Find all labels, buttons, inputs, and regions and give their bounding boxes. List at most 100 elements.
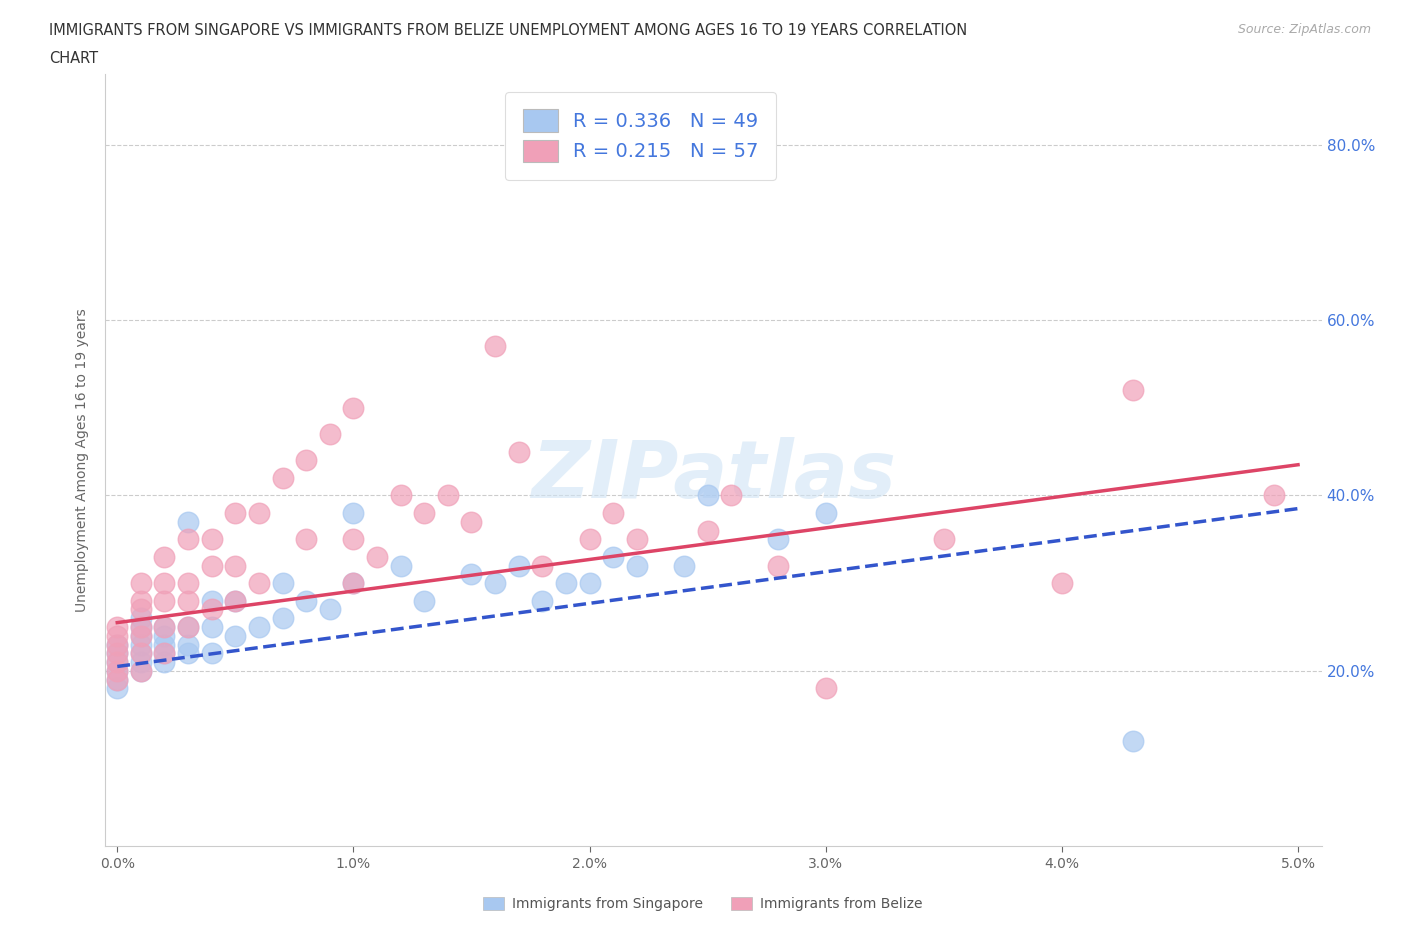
Point <box>129 629 152 644</box>
Point <box>177 646 200 661</box>
Point <box>247 506 270 521</box>
Point <box>768 558 790 573</box>
Point <box>105 681 128 696</box>
Point <box>224 593 246 608</box>
Point <box>1050 576 1073 591</box>
Point <box>129 611 152 626</box>
Point <box>201 619 224 634</box>
Point <box>201 593 224 608</box>
Point <box>1122 383 1144 398</box>
Point <box>105 637 128 652</box>
Text: IMMIGRANTS FROM SINGAPORE VS IMMIGRANTS FROM BELIZE UNEMPLOYMENT AMONG AGES 16 T: IMMIGRANTS FROM SINGAPORE VS IMMIGRANTS … <box>49 23 967 38</box>
Point <box>129 602 152 617</box>
Point <box>342 576 364 591</box>
Point <box>768 532 790 547</box>
Point <box>578 532 600 547</box>
Point <box>105 619 128 634</box>
Point <box>129 629 152 644</box>
Point <box>105 655 128 670</box>
Point <box>153 637 176 652</box>
Point <box>129 619 152 634</box>
Point <box>105 629 128 644</box>
Point <box>366 550 388 565</box>
Point <box>932 532 955 547</box>
Point <box>413 593 436 608</box>
Point <box>153 655 176 670</box>
Text: ZIPatlas: ZIPatlas <box>531 437 896 515</box>
Legend: Immigrants from Singapore, Immigrants from Belize: Immigrants from Singapore, Immigrants fr… <box>477 891 929 919</box>
Point <box>814 681 837 696</box>
Point <box>105 672 128 687</box>
Point <box>342 400 364 415</box>
Point <box>177 619 200 634</box>
Point <box>177 576 200 591</box>
Point <box>626 532 648 547</box>
Point <box>531 558 554 573</box>
Point <box>201 646 224 661</box>
Point <box>224 558 246 573</box>
Point <box>602 506 624 521</box>
Point <box>437 488 460 503</box>
Point <box>271 471 294 485</box>
Point <box>460 567 482 582</box>
Point <box>271 576 294 591</box>
Point <box>129 663 152 678</box>
Point <box>508 558 530 573</box>
Text: CHART: CHART <box>49 51 98 66</box>
Point <box>201 602 224 617</box>
Point <box>105 663 128 678</box>
Point <box>247 619 270 634</box>
Point <box>508 445 530 459</box>
Point <box>129 593 152 608</box>
Point <box>626 558 648 573</box>
Point <box>1122 734 1144 749</box>
Point <box>484 339 506 353</box>
Point <box>555 576 578 591</box>
Point <box>153 629 176 644</box>
Point <box>153 619 176 634</box>
Point <box>201 558 224 573</box>
Point <box>342 532 364 547</box>
Point <box>105 646 128 661</box>
Legend: R = 0.336   N = 49, R = 0.215   N = 57: R = 0.336 N = 49, R = 0.215 N = 57 <box>505 92 776 179</box>
Point <box>105 672 128 687</box>
Point <box>224 593 246 608</box>
Point <box>153 593 176 608</box>
Point <box>105 646 128 661</box>
Point <box>814 506 837 521</box>
Point <box>271 611 294 626</box>
Point <box>413 506 436 521</box>
Point <box>342 506 364 521</box>
Point <box>153 550 176 565</box>
Point <box>602 550 624 565</box>
Point <box>389 558 412 573</box>
Y-axis label: Unemployment Among Ages 16 to 19 years: Unemployment Among Ages 16 to 19 years <box>76 309 90 612</box>
Point <box>224 629 246 644</box>
Point <box>295 593 318 608</box>
Point <box>460 514 482 529</box>
Point <box>129 576 152 591</box>
Point <box>342 576 364 591</box>
Point <box>105 655 128 670</box>
Point <box>105 663 128 678</box>
Point <box>720 488 742 503</box>
Point <box>295 453 318 468</box>
Point <box>1263 488 1285 503</box>
Point <box>129 646 152 661</box>
Point <box>696 488 718 503</box>
Point <box>319 427 342 442</box>
Point <box>153 646 176 661</box>
Point <box>129 663 152 678</box>
Point <box>177 514 200 529</box>
Point <box>389 488 412 503</box>
Point <box>153 619 176 634</box>
Point <box>129 619 152 634</box>
Point <box>105 637 128 652</box>
Point <box>224 506 246 521</box>
Point <box>531 593 554 608</box>
Point <box>129 646 152 661</box>
Point <box>295 532 318 547</box>
Point <box>484 576 506 591</box>
Point <box>153 576 176 591</box>
Point <box>177 619 200 634</box>
